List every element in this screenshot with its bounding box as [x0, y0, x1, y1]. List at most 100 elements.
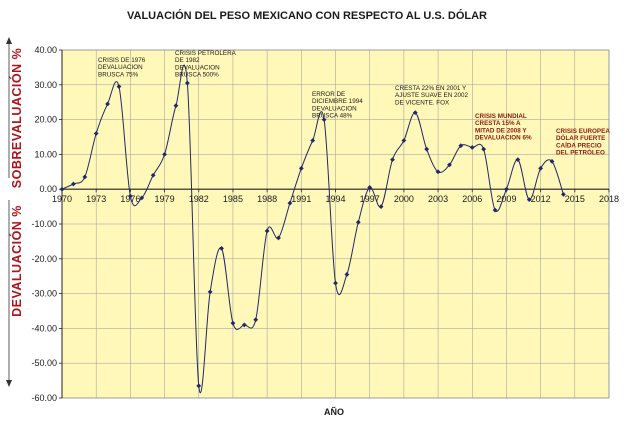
annotation-line: CAÍDA PRECIO: [556, 140, 602, 149]
y-tick-label: 20.00: [34, 115, 57, 125]
annotation-line: DEVALUACION 6%: [475, 135, 532, 142]
data-point: [150, 172, 156, 178]
data-point: [287, 200, 293, 206]
data-point: [298, 165, 304, 171]
x-tick-label: 1988: [257, 194, 277, 204]
data-point: [401, 138, 407, 143]
data-point: [196, 383, 202, 389]
data-point: [538, 165, 544, 171]
data-point: [378, 204, 384, 209]
x-tick-label: 1994: [325, 194, 345, 204]
data-point: [390, 157, 395, 163]
data-point: [207, 289, 213, 295]
annotation-line: ERROR DE: [312, 91, 345, 98]
x-tick-label: 2012: [531, 194, 551, 204]
data-point: [241, 322, 247, 328]
data-point: [93, 131, 99, 136]
x-tick-label: 1991: [291, 194, 311, 204]
data-point: [162, 152, 167, 157]
y-tick-label: 40.00: [34, 45, 57, 55]
annotation-line: DEVALUACION: [175, 64, 220, 71]
annotation-line: DEL PETRÓLEO: [556, 148, 605, 157]
data-point: [355, 219, 361, 225]
data-point: [139, 195, 145, 201]
annotation-line: DICIEMBRE 1994: [312, 98, 363, 105]
x-tick-label: 1982: [189, 194, 209, 204]
data-point: [184, 80, 190, 86]
x-tick-label: 1985: [223, 194, 243, 204]
annotation: CRESTA 22% EN 2001 Y AJUSTE SUAVE EN 2002…: [395, 85, 469, 106]
y-tick-label: -50.00: [31, 358, 57, 368]
data-point: [367, 185, 373, 190]
data-point: [481, 146, 487, 152]
y-tick-label: -20.00: [31, 254, 57, 264]
data-point: [105, 101, 110, 107]
annotation-line: MITAD DE 2008 Y: [475, 127, 527, 134]
data-point: [412, 110, 418, 116]
y-tick-label: -60.00: [31, 393, 57, 403]
annotation-line: CRESTA 22% EN 2001 Y: [395, 85, 467, 92]
annotation-line: CRISIS MUNDIAL: [475, 113, 527, 120]
x-tick-label: 2015: [565, 194, 585, 204]
x-tick-label: 1976: [120, 194, 140, 204]
x-tick-label: 2009: [496, 194, 516, 204]
data-point: [435, 169, 441, 175]
x-tick-label: 2018: [599, 194, 619, 204]
y-tick-label: -30.00: [31, 289, 57, 299]
y-tick-label: -10.00: [31, 219, 57, 229]
data-point: [526, 197, 532, 203]
x-axis-label: AÑO: [324, 407, 344, 417]
chart-title: VALUACIÓN DEL PESO MEXICANO CON RESPECTO…: [127, 9, 487, 22]
y-axis-label-sobrevaluacion: SOBREVALUACIÓN %: [9, 48, 24, 188]
x-tick-label: 2000: [394, 194, 414, 204]
data-point: [253, 317, 259, 323]
annotation: CRISIS MUNDIAL CRESTA 15% A MITAD DE 2008 …: [475, 113, 532, 142]
annotation: CRISIS DE 1976 DEVALUACION BRUSCA 75%: [98, 57, 146, 78]
data-point: [116, 84, 122, 89]
data-point: [515, 157, 521, 163]
data-point: [492, 207, 498, 213]
annotation-line: DÓLAR FUERTE: [556, 133, 605, 142]
data-point: [458, 143, 464, 149]
y-tick-label: 30.00: [34, 80, 57, 90]
y-tick-label: 0.00: [39, 184, 57, 194]
y-tick-label: -40.00: [31, 323, 57, 333]
data-point: [424, 146, 430, 152]
data-point: [321, 117, 327, 122]
annotation-line: BRUSCA 75%: [98, 71, 139, 78]
data-point: [469, 145, 475, 150]
annotation-line: CRISIS EUROPEA: [556, 128, 610, 135]
annotation-line: CRISIS PETROLERA: [175, 50, 237, 57]
annotation-line: BRUSCA 500%: [175, 72, 219, 79]
data-point: [549, 158, 555, 164]
data-point: [504, 186, 509, 192]
data-point: [310, 138, 316, 143]
annotation-line: DE 1982: [175, 57, 200, 64]
data-point: [127, 193, 133, 199]
annotation: ERROR DE DICIEMBRE 1994 DEVALUACION BRUSCA …: [312, 91, 363, 120]
x-tick-label: 2006: [462, 194, 482, 204]
arrow-up-head-icon: [6, 37, 12, 44]
data-point: [447, 162, 452, 168]
annotation: CRISIS EUROPEA DÓLAR FUERTE CAÍDA PRECIO DE…: [556, 128, 610, 157]
annotation-line: CRISIS DE 1976: [98, 57, 146, 64]
data-point: [59, 186, 65, 192]
x-tick-label: 1970: [52, 194, 72, 204]
annotation-line: DE VICENTE. FOX: [395, 99, 450, 106]
x-tick-label: 1997: [360, 194, 380, 204]
data-point: [264, 228, 270, 234]
data-point: [70, 181, 76, 187]
data-point: [219, 245, 224, 251]
x-tick-label: 1973: [86, 194, 106, 204]
data-point: [173, 103, 179, 109]
x-tick-label: 2003: [428, 194, 448, 204]
annotation-line: CRESTA 15% A: [475, 120, 521, 127]
annotation-line: DEVALUACION: [98, 64, 143, 71]
annotation-line: DEVALUACION: [312, 105, 357, 112]
data-point: [333, 280, 338, 286]
annotation: CRISIS PETROLERA DE 1982 DEVALUACION BRUSCA…: [175, 50, 237, 79]
data-point: [230, 320, 236, 326]
annotation-line: BRUSCA 48%: [312, 113, 353, 120]
y-tick-label: 10.00: [34, 149, 57, 159]
